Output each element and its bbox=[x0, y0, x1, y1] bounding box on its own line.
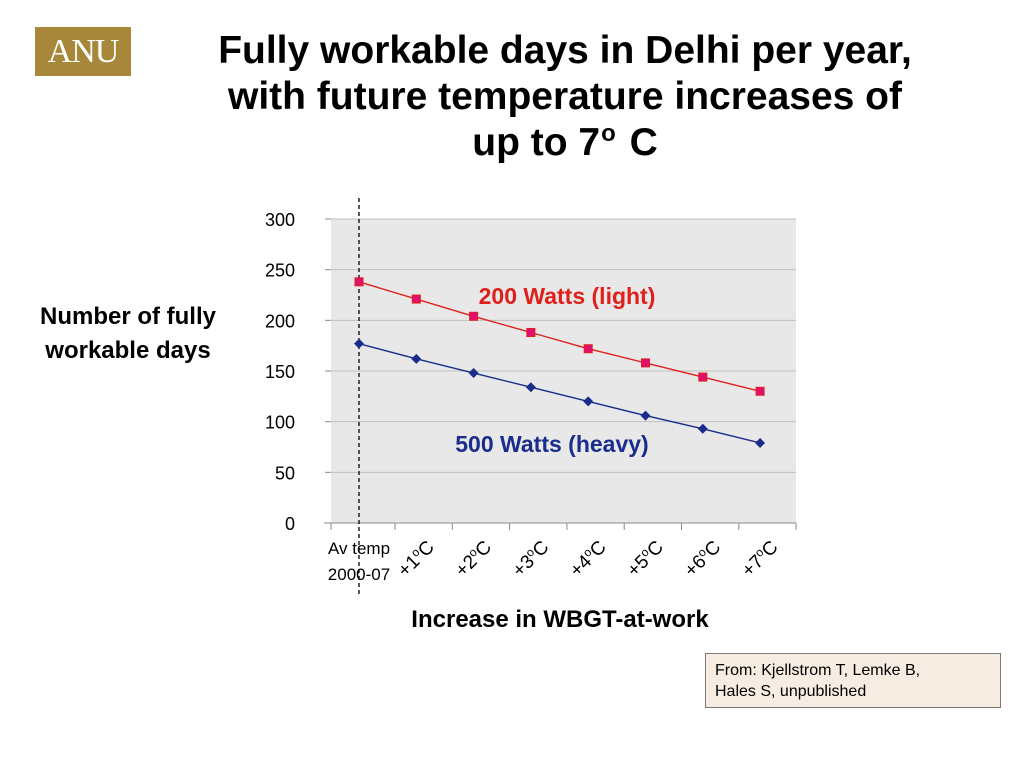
data-point-light bbox=[526, 327, 536, 337]
x-tick-label: 2000-07 bbox=[328, 565, 390, 584]
x-tick-label: +5oC bbox=[622, 535, 668, 581]
series-label-heavy: 500 Watts (heavy) bbox=[455, 431, 648, 457]
data-point-heavy bbox=[583, 396, 594, 407]
data-point-heavy bbox=[468, 368, 479, 379]
x-tick-label: +4oC bbox=[565, 535, 611, 581]
data-point-light bbox=[354, 277, 364, 287]
title-line-2: with future temperature increases of bbox=[227, 75, 902, 118]
x-tick-label: +2oC bbox=[450, 535, 496, 581]
title-line-3-unit: C bbox=[618, 121, 658, 164]
x-tick-label: +1oC bbox=[393, 535, 439, 581]
data-point-light bbox=[469, 311, 479, 321]
data-point-light bbox=[583, 344, 593, 354]
x-tick-label: +7oC bbox=[736, 535, 782, 581]
data-point-light bbox=[698, 372, 708, 382]
y-tick-label: 50 bbox=[275, 463, 295, 483]
y-tick-label: 250 bbox=[265, 261, 295, 281]
title-degree-sup: o bbox=[601, 120, 616, 147]
series-line-heavy bbox=[358, 342, 761, 444]
y-tick-label: 300 bbox=[265, 210, 295, 230]
slide-title: Fully workable days in Delhi per year, w… bbox=[150, 28, 980, 171]
data-point-heavy bbox=[697, 423, 708, 434]
x-tick-label: Av temp bbox=[328, 539, 390, 558]
data-point-heavy bbox=[411, 353, 422, 364]
x-tick-label: +3oC bbox=[507, 535, 553, 581]
x-tick-label: +6oC bbox=[679, 535, 725, 581]
y-tick-label: 100 bbox=[265, 413, 295, 433]
data-point-heavy bbox=[525, 382, 536, 393]
y-tick-label: 150 bbox=[265, 362, 295, 382]
anu-logo: ANU bbox=[35, 27, 131, 76]
title-line-3: up to 7o C bbox=[150, 120, 980, 171]
title-line-1: Fully workable days in Delhi per year, bbox=[218, 29, 912, 72]
data-point-light bbox=[411, 294, 421, 304]
y-tick-label: 200 bbox=[265, 311, 295, 331]
title-line-3-text: up to 7 bbox=[472, 121, 601, 164]
data-point-heavy bbox=[354, 338, 364, 349]
x-axis-title: Increase in WBGT-at-work bbox=[411, 606, 709, 633]
data-point-heavy bbox=[640, 410, 651, 421]
y-tick-label: 0 bbox=[285, 514, 295, 534]
source-citation: From: Kjellstrom T, Lemke B, Hales S, un… bbox=[705, 653, 1001, 708]
series-label-light: 200 Watts (light) bbox=[479, 283, 656, 309]
data-point-heavy bbox=[755, 437, 766, 448]
y-axis-title: Number of fully workable days bbox=[39, 303, 216, 364]
data-point-light bbox=[641, 358, 650, 368]
data-point-light bbox=[755, 386, 765, 396]
series-line-light bbox=[358, 281, 761, 392]
